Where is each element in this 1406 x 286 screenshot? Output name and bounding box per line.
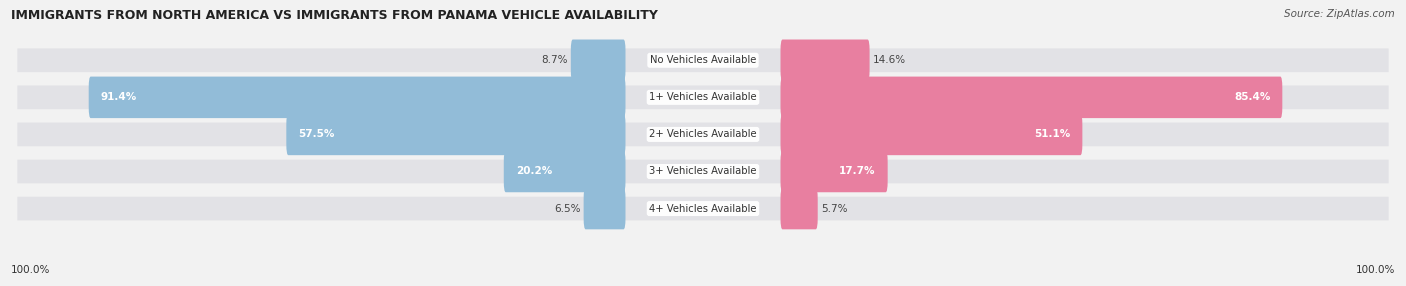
Text: IMMIGRANTS FROM NORTH AMERICA VS IMMIGRANTS FROM PANAMA VEHICLE AVAILABILITY: IMMIGRANTS FROM NORTH AMERICA VS IMMIGRA…	[11, 9, 658, 21]
FancyBboxPatch shape	[17, 48, 1389, 72]
FancyBboxPatch shape	[583, 188, 626, 229]
FancyBboxPatch shape	[780, 39, 869, 81]
FancyBboxPatch shape	[17, 123, 1389, 146]
FancyBboxPatch shape	[780, 151, 887, 192]
Text: 5.7%: 5.7%	[821, 204, 848, 214]
Text: 4+ Vehicles Available: 4+ Vehicles Available	[650, 204, 756, 214]
FancyBboxPatch shape	[780, 77, 1282, 118]
FancyBboxPatch shape	[780, 114, 1083, 155]
Text: 51.1%: 51.1%	[1035, 130, 1070, 139]
Text: No Vehicles Available: No Vehicles Available	[650, 55, 756, 65]
Text: Source: ZipAtlas.com: Source: ZipAtlas.com	[1284, 9, 1395, 19]
Text: 1+ Vehicles Available: 1+ Vehicles Available	[650, 92, 756, 102]
FancyBboxPatch shape	[780, 188, 818, 229]
Text: 3+ Vehicles Available: 3+ Vehicles Available	[650, 166, 756, 176]
Text: 8.7%: 8.7%	[541, 55, 568, 65]
Text: 17.7%: 17.7%	[839, 166, 876, 176]
FancyBboxPatch shape	[89, 77, 626, 118]
Text: 57.5%: 57.5%	[298, 130, 335, 139]
Text: 14.6%: 14.6%	[873, 55, 905, 65]
Text: 20.2%: 20.2%	[516, 166, 553, 176]
Text: 6.5%: 6.5%	[554, 204, 581, 214]
FancyBboxPatch shape	[287, 114, 626, 155]
Text: 100.0%: 100.0%	[11, 265, 51, 275]
FancyBboxPatch shape	[17, 160, 1389, 183]
FancyBboxPatch shape	[571, 39, 626, 81]
FancyBboxPatch shape	[17, 86, 1389, 109]
FancyBboxPatch shape	[503, 151, 626, 192]
Text: 91.4%: 91.4%	[101, 92, 136, 102]
FancyBboxPatch shape	[17, 197, 1389, 221]
Text: 100.0%: 100.0%	[1355, 265, 1395, 275]
Text: 2+ Vehicles Available: 2+ Vehicles Available	[650, 130, 756, 139]
Text: 85.4%: 85.4%	[1234, 92, 1271, 102]
